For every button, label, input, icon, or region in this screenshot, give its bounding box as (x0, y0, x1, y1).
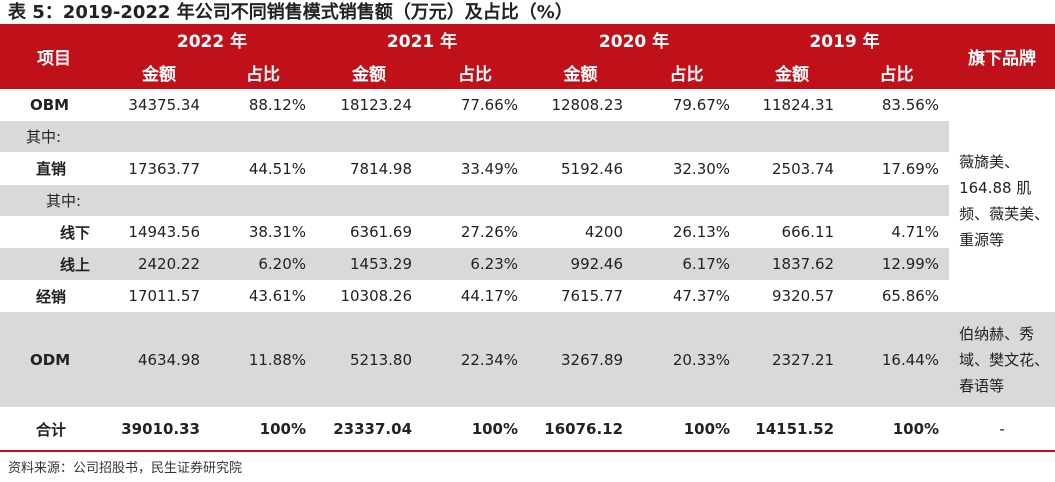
brands-obm: 薇旖美、164.88 肌频、薇芙美、重源等 (959, 152, 1050, 249)
brands-total: - (999, 420, 1005, 438)
cell-share-2019: 12.99% (844, 248, 950, 280)
cell-amount-2020: 7615.77 (561, 287, 624, 305)
cell-amount-2019: 9320.57 (772, 287, 835, 305)
cell-amount-2020: 4200 (584, 223, 624, 241)
cell-share-2020: 47.37% (672, 287, 731, 305)
header-amount: 金额 (740, 55, 845, 89)
cell-share-2022: 88.12% (248, 96, 307, 114)
table-title: 表 5：2019-2022 年公司不同销售模式销售额（万元）及占比（%） (8, 2, 573, 23)
cell-share-2021: 100% (471, 420, 519, 438)
cell-amount-2020: 12808.23 (551, 96, 624, 114)
cell-amount-2022: 2420.22 (108, 248, 210, 280)
cell-amount-2021: 23337.04 (333, 420, 413, 438)
table-row-subheading: 其中: (0, 121, 1055, 152)
sales-table: 项目 2022 年 2021 年 2020 年 2019 年 旗下品牌 金额 占… (0, 24, 1055, 451)
row-label: 其中: (0, 185, 108, 216)
cell-amount-2019: 1837.62 (740, 248, 845, 280)
cell-amount-2020: 5192.46 (561, 159, 624, 178)
cell-share-2020: 100% (683, 420, 731, 438)
header-year-2021: 2021 年 (316, 24, 529, 55)
header-row-years: 项目 2022 年 2021 年 2020 年 2019 年 旗下品牌 (0, 24, 1055, 89)
cell-share-2019: 83.56% (881, 96, 940, 114)
row-label: 线上 (0, 248, 108, 280)
cell-amount-2020: 16076.12 (544, 420, 624, 438)
cell-share-2022: 100% (259, 420, 307, 438)
row-label: 直销 (36, 160, 67, 178)
header-row-metrics: 金额 占比 金额 占比 金额 占比 金额 占比 (0, 55, 1055, 89)
cell-share-2019: 4.71% (891, 223, 940, 241)
cell-share-2020: 79.67% (672, 96, 731, 114)
row-label: 经销 (36, 287, 67, 306)
brands-odm: 伯纳赫、秀域、樊文花、春语等 (949, 312, 1055, 407)
cell-amount-2022: 14943.56 (128, 223, 200, 241)
cell-amount-2020: 3267.89 (528, 312, 634, 407)
cell-share-2022: 44.51% (248, 159, 307, 178)
cell-amount-2019: 14151.52 (755, 420, 835, 438)
source-note: 资料来源：公司招股书，民生证券研究院 (8, 461, 243, 476)
cell-amount-2021: 18123.24 (340, 96, 413, 114)
row-label: 其中: (0, 121, 108, 152)
row-label: 合计 (36, 420, 67, 439)
table-row-subheading: 其中: (0, 185, 1055, 216)
cell-amount-2022: 34375.34 (128, 96, 200, 114)
table-row-offline: 线下 14943.56 38.31% 6361.69 27.26% 4200 2… (0, 216, 1055, 248)
cell-amount-2021: 6361.69 (349, 223, 413, 241)
cell-share-2020: 6.17% (633, 248, 741, 280)
cell-amount-2021: 10308.26 (340, 287, 413, 305)
cell-amount-2022: 4634.98 (108, 312, 210, 407)
cell-share-2022: 11.88% (210, 312, 317, 407)
header-share: 占比 (844, 55, 950, 89)
row-label: ODM (0, 312, 108, 407)
table-row-odm: ODM 4634.98 11.88% 5213.80 22.34% 3267.8… (0, 312, 1055, 407)
cell-share-2020: 20.33% (633, 312, 741, 407)
cell-amount-2021: 5213.80 (316, 312, 423, 407)
row-label: 线下 (60, 223, 91, 242)
cell-share-2021: 33.49% (460, 159, 519, 178)
cell-amount-2021: 1453.29 (316, 248, 423, 280)
header-share: 占比 (210, 55, 317, 89)
cell-share-2021: 44.17% (460, 287, 519, 305)
table-row-total: 合计 39010.33 100% 23337.04 100% 16076.12 … (0, 407, 1055, 451)
table-row-online: 线上 2420.22 6.20% 1453.29 6.23% 992.46 6.… (0, 248, 1055, 280)
table-row-obm: OBM 34375.34 88.12% 18123.24 77.66% 1280… (0, 89, 1055, 249)
cell-share-2019: 65.86% (881, 287, 940, 305)
header-item: 项目 (0, 24, 108, 89)
header-amount: 金额 (528, 55, 634, 89)
header-amount: 金额 (108, 55, 210, 89)
header-share: 占比 (422, 55, 529, 89)
cell-amount-2022: 39010.33 (121, 420, 200, 438)
cell-amount-2022: 17011.57 (128, 287, 200, 305)
cell-amount-2022: 17363.77 (128, 159, 200, 178)
header-share: 占比 (633, 55, 741, 89)
header-year-2022: 2022 年 (108, 24, 317, 55)
table-bottom-rule (0, 450, 1055, 452)
cell-share-2019: 17.69% (881, 159, 940, 178)
cell-share-2022: 6.20% (210, 248, 317, 280)
cell-share-2022: 38.31% (248, 223, 307, 241)
cell-share-2020: 26.13% (672, 223, 731, 241)
cell-amount-2019: 2327.21 (740, 312, 845, 407)
cell-amount-2021: 7814.98 (349, 159, 413, 178)
header-year-2020: 2020 年 (528, 24, 741, 55)
cell-share-2021: 6.23% (422, 248, 529, 280)
cell-share-2019: 100% (892, 420, 940, 438)
cell-amount-2019: 666.11 (781, 223, 835, 241)
cell-share-2022: 43.61% (248, 287, 307, 305)
cell-amount-2019: 2503.74 (772, 159, 835, 178)
table-row-direct: 直销 17363.77 44.51% 7814.98 33.49% 5192.4… (0, 152, 1055, 185)
header-year-2019: 2019 年 (740, 24, 950, 55)
cell-share-2021: 22.34% (422, 312, 529, 407)
cell-amount-2020: 992.46 (528, 248, 634, 280)
header-amount: 金额 (316, 55, 423, 89)
cell-share-2019: 16.44% (844, 312, 950, 407)
header-brands: 旗下品牌 (949, 24, 1055, 89)
cell-share-2021: 77.66% (460, 96, 519, 114)
cell-amount-2019: 11824.31 (762, 96, 835, 114)
row-label: OBM (30, 96, 70, 114)
cell-share-2021: 27.26% (460, 223, 519, 241)
table-row-distribution: 经销 17011.57 43.61% 10308.26 44.17% 7615.… (0, 280, 1055, 312)
cell-share-2020: 32.30% (672, 159, 731, 178)
